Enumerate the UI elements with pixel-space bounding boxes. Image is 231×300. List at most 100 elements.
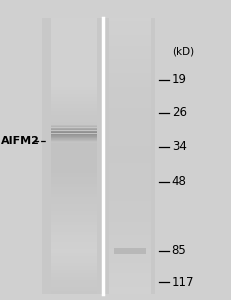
Bar [51, 87, 97, 90]
Bar [51, 190, 97, 194]
Bar [109, 177, 150, 180]
Bar [51, 111, 97, 115]
Bar [51, 22, 97, 25]
Bar [109, 35, 150, 39]
Bar [51, 141, 97, 142]
Bar [51, 280, 97, 284]
Bar [51, 138, 97, 139]
Bar [51, 80, 97, 83]
Bar [51, 73, 97, 76]
Bar [51, 104, 97, 108]
Bar [109, 253, 150, 256]
Bar [51, 208, 97, 211]
Bar [109, 242, 150, 246]
Bar [51, 125, 97, 128]
Bar [51, 184, 97, 187]
Bar [51, 122, 97, 125]
Bar [109, 132, 150, 135]
Bar [51, 128, 97, 129]
Bar [51, 129, 97, 130]
Bar [51, 35, 97, 39]
Bar [51, 70, 97, 73]
Bar [51, 128, 97, 132]
Bar [109, 215, 150, 218]
Bar [51, 126, 97, 127]
Bar [51, 229, 97, 232]
Bar [51, 166, 97, 170]
Bar [51, 52, 97, 56]
Bar [109, 42, 150, 46]
Bar [109, 256, 150, 260]
Bar [109, 94, 150, 97]
Bar [109, 87, 150, 90]
Bar [109, 97, 150, 101]
Bar [51, 132, 97, 135]
Bar [109, 66, 150, 70]
Bar [51, 266, 97, 270]
Bar [109, 49, 150, 52]
Bar [109, 22, 150, 25]
Bar [51, 180, 97, 184]
Bar [51, 156, 97, 160]
Bar [51, 277, 97, 280]
Bar [51, 91, 97, 94]
Bar [109, 101, 150, 104]
Bar [51, 32, 97, 35]
Bar [109, 204, 150, 208]
Bar [51, 273, 97, 277]
Text: 34: 34 [171, 140, 186, 154]
Bar [109, 218, 150, 221]
Bar [109, 108, 150, 111]
Bar [51, 124, 97, 125]
Bar [51, 63, 97, 66]
Bar [109, 287, 150, 290]
Bar [109, 239, 150, 242]
Bar [109, 111, 150, 115]
Bar [109, 208, 150, 211]
Bar [51, 239, 97, 242]
Bar [51, 56, 97, 59]
Bar [51, 133, 97, 134]
Bar [51, 46, 97, 49]
Bar [109, 70, 150, 73]
Bar [109, 163, 150, 166]
Bar [109, 135, 150, 139]
Bar [51, 197, 97, 201]
Bar [109, 18, 150, 21]
Bar [109, 139, 150, 142]
Bar [51, 49, 97, 52]
Bar [51, 253, 97, 256]
Bar [51, 42, 97, 46]
Bar [51, 142, 97, 146]
Bar [51, 118, 97, 122]
Bar [109, 197, 150, 201]
Bar [109, 142, 150, 146]
Bar [51, 66, 97, 70]
Bar [51, 136, 97, 137]
Bar [109, 91, 150, 94]
Bar [51, 94, 97, 97]
Bar [109, 173, 150, 177]
Bar [109, 52, 150, 56]
Bar [42, 18, 155, 294]
Bar [51, 135, 97, 139]
Bar [51, 256, 97, 260]
Bar [109, 180, 150, 184]
Bar [51, 134, 97, 135]
Bar [51, 221, 97, 225]
Bar [109, 225, 150, 229]
Bar [109, 184, 150, 187]
Bar [51, 246, 97, 249]
Bar [109, 80, 150, 83]
Bar [109, 125, 150, 128]
Bar [109, 128, 150, 132]
Bar [51, 139, 97, 142]
Bar [51, 173, 97, 177]
Bar [51, 204, 97, 208]
Bar [51, 28, 97, 32]
Bar [109, 59, 150, 63]
Bar [51, 159, 97, 163]
Bar [109, 25, 150, 28]
Bar [113, 248, 146, 254]
Bar [109, 201, 150, 204]
